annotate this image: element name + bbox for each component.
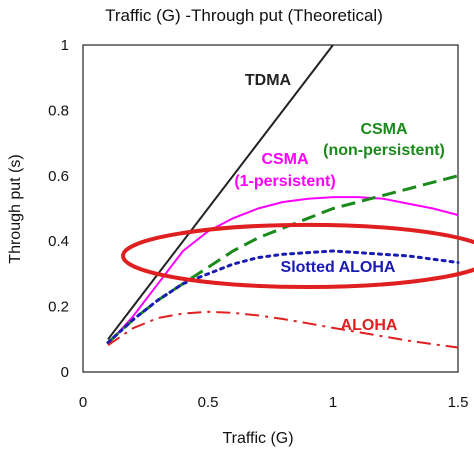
series-label: (1-persistent) <box>234 173 335 190</box>
y-tick-label: 0.8 <box>48 102 69 119</box>
series-line-slotted-aloha <box>106 249 460 345</box>
series-layer <box>106 44 474 349</box>
x-tick-label: 1 <box>329 394 337 411</box>
x-tick-label: 1.5 <box>448 394 469 411</box>
series-label: (non-persistent) <box>323 142 445 159</box>
series-label: CSMA <box>261 151 309 168</box>
series-line-tdma <box>107 44 334 340</box>
series-line-csma-1-persistent <box>107 196 459 345</box>
series-label: Slotted ALOHA <box>281 259 396 276</box>
series-label: ALOHA <box>341 317 398 334</box>
axis-ticks: 0 0.5 1 1.5 0 0.2 0.4 0.6 0.8 1 <box>48 37 468 411</box>
x-axis-label: Traffic (G) <box>222 430 293 447</box>
x-tick-label: 0 <box>79 394 87 411</box>
highlight-ellipse <box>121 222 474 289</box>
series-label: TDMA <box>245 72 292 89</box>
y-tick-label: 0.6 <box>48 168 69 185</box>
series-line-aloha <box>107 310 459 349</box>
y-tick-label: 0.4 <box>48 233 69 250</box>
x-tick-label: 0.5 <box>198 394 219 411</box>
plot-area-frame <box>82 44 459 373</box>
y-tick-label: 1 <box>61 37 69 54</box>
chart-title: Traffic (G) -Through put (Theoretical) <box>105 6 383 25</box>
series-label: CSMA <box>360 121 408 138</box>
series-labels: TDMA CSMA (1-persistent) CSMA (non-persisten… <box>234 72 445 334</box>
y-tick-label: 0.2 <box>48 299 69 316</box>
y-axis-label: Through put (s) <box>7 154 24 263</box>
y-tick-label: 0 <box>61 364 69 381</box>
